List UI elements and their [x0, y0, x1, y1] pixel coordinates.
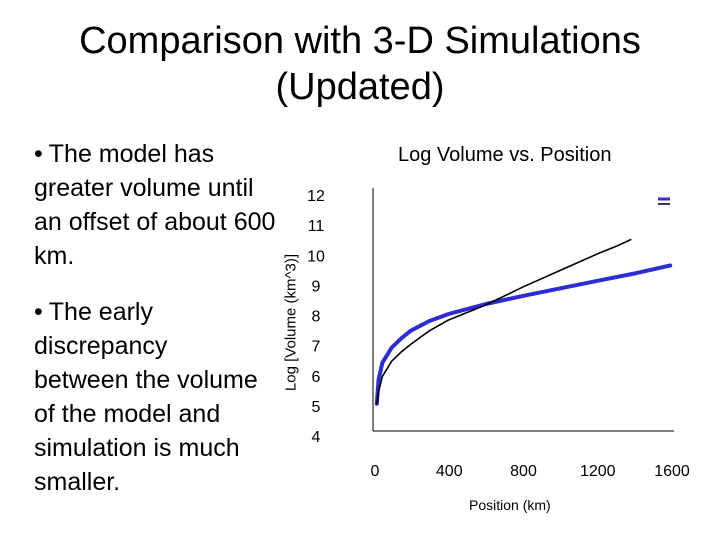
- plot-area: [372, 188, 674, 432]
- slide-title: Comparison with 3-D Simulations (Updated…: [0, 18, 720, 110]
- bullet-glyph: •: [34, 140, 43, 168]
- bullet-text-1: The model has greater volume until an of…: [34, 140, 276, 270]
- bullet-item-1: • The model has greater volume until an o…: [34, 137, 284, 273]
- bullet-text-2: The early discrepancy between the volume…: [34, 298, 258, 496]
- y-tick-label: 6: [312, 369, 321, 386]
- chart-x-axis-label: Position (km): [469, 497, 551, 513]
- y-tick-label: 12: [307, 188, 325, 205]
- series-layer: [374, 197, 673, 406]
- y-tick-label: 5: [312, 399, 321, 416]
- y-tick-label: 10: [307, 248, 325, 265]
- slide-title-line1: Comparison with 3-D Simulations: [79, 20, 641, 62]
- chart-title: Log Volume vs. Position: [398, 144, 612, 166]
- x-tick-label: 0: [371, 463, 380, 480]
- series-line-1: [374, 263, 673, 406]
- x-tick-label: 400: [436, 463, 463, 480]
- x-tick-label: 1200: [580, 463, 616, 480]
- y-tick-label: 11: [308, 218, 325, 235]
- slide-title-line2: (Updated): [275, 66, 445, 108]
- x-tick-label: 800: [510, 463, 537, 480]
- bullet-item-2: • The early discrepancy between the volum…: [34, 295, 264, 499]
- bullet-glyph: •: [34, 298, 43, 326]
- x-tick-label: 1600: [654, 463, 690, 480]
- y-tick-label: 7: [312, 339, 321, 356]
- series-line-2: [376, 238, 632, 405]
- y-tick-label: 8: [312, 309, 321, 326]
- x-tick-labels: 0 400 800 1200 1600: [371, 463, 690, 480]
- y-tick-label: 4: [312, 429, 321, 446]
- y-tick-labels: 12 11 10 9 8 7 6 5 4: [307, 188, 325, 446]
- y-tick-label: 9: [312, 278, 321, 295]
